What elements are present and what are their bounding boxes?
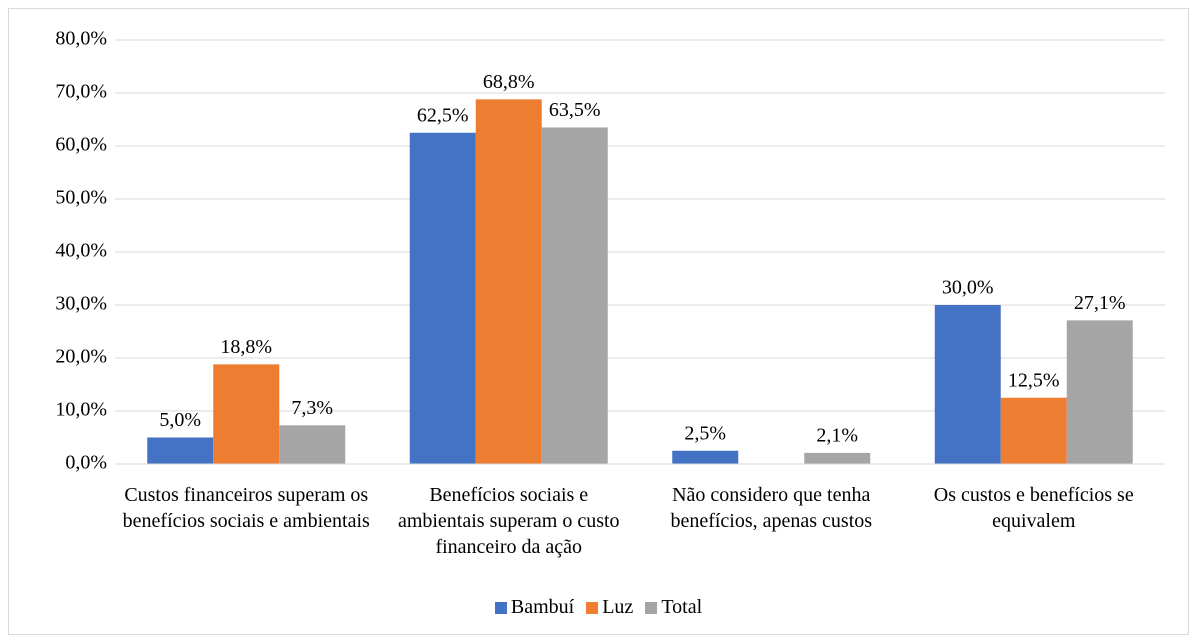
bar	[279, 425, 346, 464]
data-label: 18,8%	[220, 336, 272, 358]
legend-swatch	[586, 601, 599, 614]
data-label: 68,8%	[483, 71, 535, 93]
legend-item: Bambuí	[494, 596, 575, 619]
chart-border	[8, 8, 1189, 635]
data-label: 27,1%	[1074, 292, 1126, 314]
data-label: 12,5%	[1008, 369, 1060, 391]
x-tick-label: Custos financeiros superam os benefícios…	[122, 484, 370, 532]
bar	[934, 305, 1001, 464]
y-tick-label: 20,0%	[55, 346, 107, 368]
data-label: 2,5%	[684, 422, 726, 444]
legend-swatch	[645, 601, 658, 614]
legend-label: Total	[661, 596, 703, 618]
bar	[672, 450, 739, 464]
y-tick-label: 80,0%	[55, 28, 107, 50]
bar	[541, 127, 608, 464]
bar	[804, 452, 871, 464]
y-tick-label: 60,0%	[55, 134, 107, 156]
y-tick-label: 70,0%	[55, 81, 107, 103]
bar	[475, 99, 542, 465]
y-tick-label: 30,0%	[55, 293, 107, 315]
bar	[147, 437, 214, 464]
legend-item: Total	[645, 596, 702, 619]
y-tick-label: 50,0%	[55, 187, 107, 209]
x-tick-label: Benefícios sociais e ambientais superam …	[397, 484, 620, 558]
bar	[1066, 320, 1133, 464]
data-label: 5,0%	[159, 409, 201, 431]
data-label: 62,5%	[417, 104, 469, 126]
bar	[409, 132, 476, 464]
legend-item: Luz	[586, 596, 633, 619]
legend-swatch	[494, 601, 507, 614]
bar	[213, 364, 280, 464]
x-tick-label: Não considero que tenha benefícios, apen…	[670, 484, 873, 532]
data-label: 2,1%	[816, 424, 858, 446]
data-label: 30,0%	[942, 277, 994, 299]
data-label: 7,3%	[291, 397, 333, 419]
x-tick-label: Os custos e benefícios se equivalem	[933, 484, 1134, 532]
y-tick-label: 0,0%	[65, 452, 107, 474]
y-tick-label: 10,0%	[55, 399, 107, 421]
legend: Bambuí Luz Total	[0, 596, 1197, 619]
bar	[1000, 397, 1067, 464]
legend-label: Bambuí	[510, 596, 575, 618]
data-label: 63,5%	[549, 99, 601, 121]
y-tick-label: 40,0%	[55, 240, 107, 262]
legend-label: Luz	[602, 596, 634, 618]
